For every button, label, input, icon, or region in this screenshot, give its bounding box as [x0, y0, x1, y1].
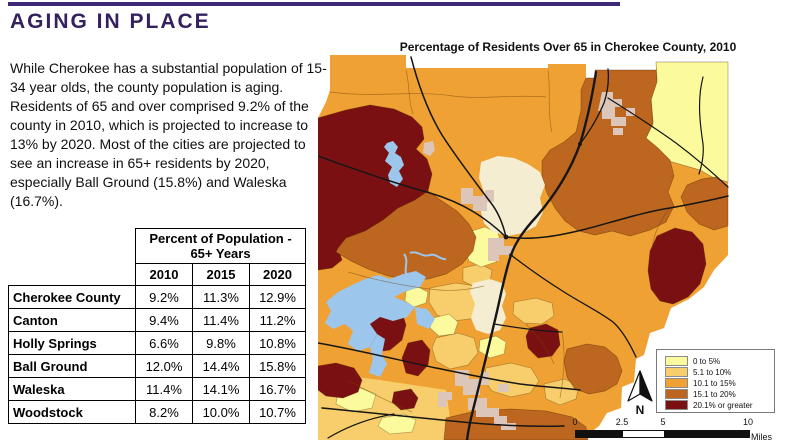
- north-arrow: N: [624, 370, 660, 420]
- row-label: Holly Springs: [8, 331, 136, 355]
- cell-value: 9.4%: [135, 308, 193, 332]
- row-label: Ball Ground: [8, 354, 136, 378]
- legend-item: 15.1 to 20%: [665, 389, 774, 399]
- legend-label: 10.1 to 15%: [693, 378, 736, 388]
- cell-value: 10.7%: [248, 400, 307, 424]
- lake-allatoona: [325, 271, 426, 351]
- cell-value: 15.8%: [248, 354, 307, 378]
- table-row: Holly Springs 6.6% 9.8% 10.8%: [8, 331, 307, 355]
- cell-value: 9.2%: [135, 285, 193, 309]
- cell-value: 12.0%: [135, 354, 193, 378]
- cell-value: 11.4%: [135, 377, 193, 401]
- row-label: Cherokee County: [8, 285, 136, 309]
- legend-item: 20.1% or greater: [665, 400, 774, 410]
- legend-swatch: [665, 400, 688, 410]
- cell-value: 10.0%: [192, 400, 250, 424]
- page-title: AGING IN PLACE: [10, 10, 211, 33]
- row-label: Woodstock: [8, 400, 136, 424]
- table-row: Woodstock 8.2% 10.0% 10.7%: [8, 400, 307, 424]
- year-column-2015: 2015: [192, 263, 250, 286]
- road-junction-dot: [503, 234, 509, 240]
- region-north-east-brown: [541, 69, 675, 237]
- city-woodstock-tan: [438, 392, 452, 407]
- table-group-header: Percent of Population - 65+ Years: [134, 228, 307, 264]
- legend-swatch: [665, 378, 688, 388]
- table-row: Ball Ground 12.0% 14.4% 15.8%: [8, 354, 307, 378]
- table-corner-blank: [9, 264, 136, 286]
- region-east-maroon: [647, 227, 707, 305]
- header-rule: [8, 2, 620, 6]
- table-year-header-row: 2010 2015 2020: [9, 263, 307, 286]
- legend-swatch: [665, 367, 688, 377]
- cell-value: 11.3%: [192, 285, 250, 309]
- population-table: Percent of Population - 65+ Years 2010 20…: [8, 228, 307, 424]
- city-holly-springs-cream: [470, 279, 506, 334]
- cell-value: 11.4%: [192, 308, 250, 332]
- city-areas: [423, 92, 635, 430]
- region-east-brown-band: [680, 176, 729, 231]
- row-label: Waleska: [8, 377, 136, 401]
- city-canton-tan: [461, 188, 494, 211]
- cell-value: 14.4%: [192, 354, 250, 378]
- intro-paragraph: While Cherokee has a substantial populat…: [10, 60, 327, 209]
- year-column-2020: 2020: [248, 263, 307, 286]
- north-arrow-icon: [627, 370, 653, 402]
- roads: [318, 56, 729, 440]
- cell-value: 9.8%: [192, 331, 250, 355]
- table-corner-blank: [9, 229, 136, 264]
- legend-swatch: [665, 389, 688, 399]
- table-row: Cherokee County 9.2% 11.3% 12.9%: [8, 285, 307, 309]
- cell-value: 16.7%: [248, 377, 307, 401]
- choropleth-map-graphic: [318, 55, 729, 440]
- cell-value: 11.2%: [248, 308, 307, 332]
- cell-value: 6.6%: [135, 331, 193, 355]
- legend-label: 5.1 to 10%: [693, 367, 732, 377]
- lake-nw: [384, 141, 404, 187]
- region-se-brown: [563, 343, 623, 395]
- legend-label: 15.1 to 20%: [693, 389, 736, 399]
- cell-value: 8.2%: [135, 400, 193, 424]
- table-row: Canton 9.4% 11.4% 11.2%: [8, 308, 307, 332]
- legend-item: 0 to 5%: [665, 356, 774, 366]
- cell-value: 10.8%: [248, 331, 307, 355]
- legend-label: 0 to 5%: [693, 356, 721, 366]
- row-label: Canton: [8, 308, 136, 332]
- north-label: N: [635, 403, 645, 417]
- legend-label: 20.1% or greater: [693, 400, 753, 410]
- map-title: Percentage of Residents Over 65 in Chero…: [399, 40, 737, 54]
- tract-regions: [318, 61, 729, 440]
- table-row: Waleska 11.4% 14.1% 16.7%: [8, 377, 307, 401]
- table-group-header-row: Percent of Population - 65+ Years: [9, 228, 307, 264]
- tract-boundaries: [329, 69, 671, 413]
- cell-value: 12.9%: [248, 285, 307, 309]
- legend-swatch: [665, 356, 688, 366]
- map-legend: 0 to 5% 5.1 to 10% 10.1 to 15% 15.1 to 20% 2…: [656, 349, 775, 413]
- county-map: Percentage of Residents Over 65 in Chero…: [318, 40, 790, 440]
- legend-item: 10.1 to 15%: [665, 378, 774, 388]
- cell-value: 14.1%: [192, 377, 250, 401]
- legend-item: 5.1 to 10%: [665, 367, 774, 377]
- year-column-2010: 2010: [135, 263, 193, 286]
- city-canton-cream: [479, 156, 545, 236]
